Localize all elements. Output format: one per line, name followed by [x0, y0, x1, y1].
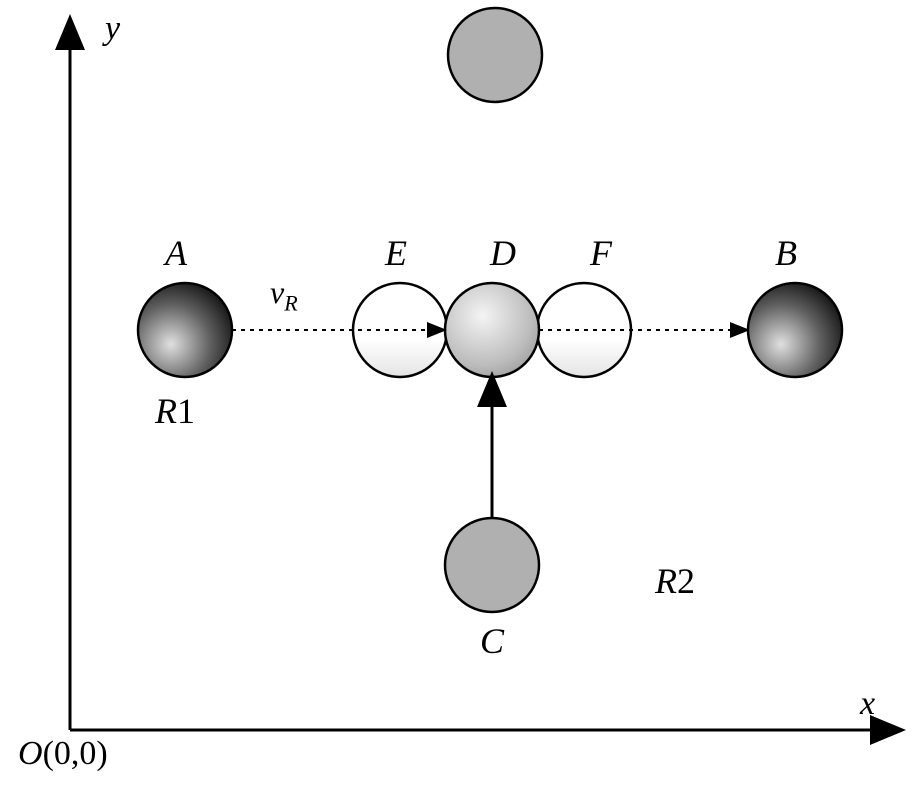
circle-C	[445, 518, 539, 612]
label-vR: vR	[270, 274, 298, 316]
diagram-svg	[0, 0, 915, 785]
circle-top	[448, 8, 542, 102]
circle-D	[445, 283, 539, 377]
label-F: F	[590, 232, 612, 274]
label-R2: R2	[655, 560, 695, 602]
label-A: A	[165, 232, 187, 274]
circle-B	[748, 283, 842, 377]
label-vR-v: v	[270, 274, 284, 310]
label-vR-sub: R	[284, 290, 297, 315]
label-y-axis: y	[105, 10, 120, 48]
label-D: D	[490, 232, 516, 274]
label-x-axis: x	[860, 685, 875, 723]
label-R1: R1	[155, 390, 195, 432]
label-E: E	[385, 232, 407, 274]
label-C: C	[480, 620, 504, 662]
circle-A	[138, 283, 232, 377]
label-origin: O(0,0)	[18, 735, 108, 773]
label-B: B	[775, 232, 797, 274]
physics-diagram: y x O(0,0) A B D E F C R1 R2 vR	[0, 0, 915, 785]
